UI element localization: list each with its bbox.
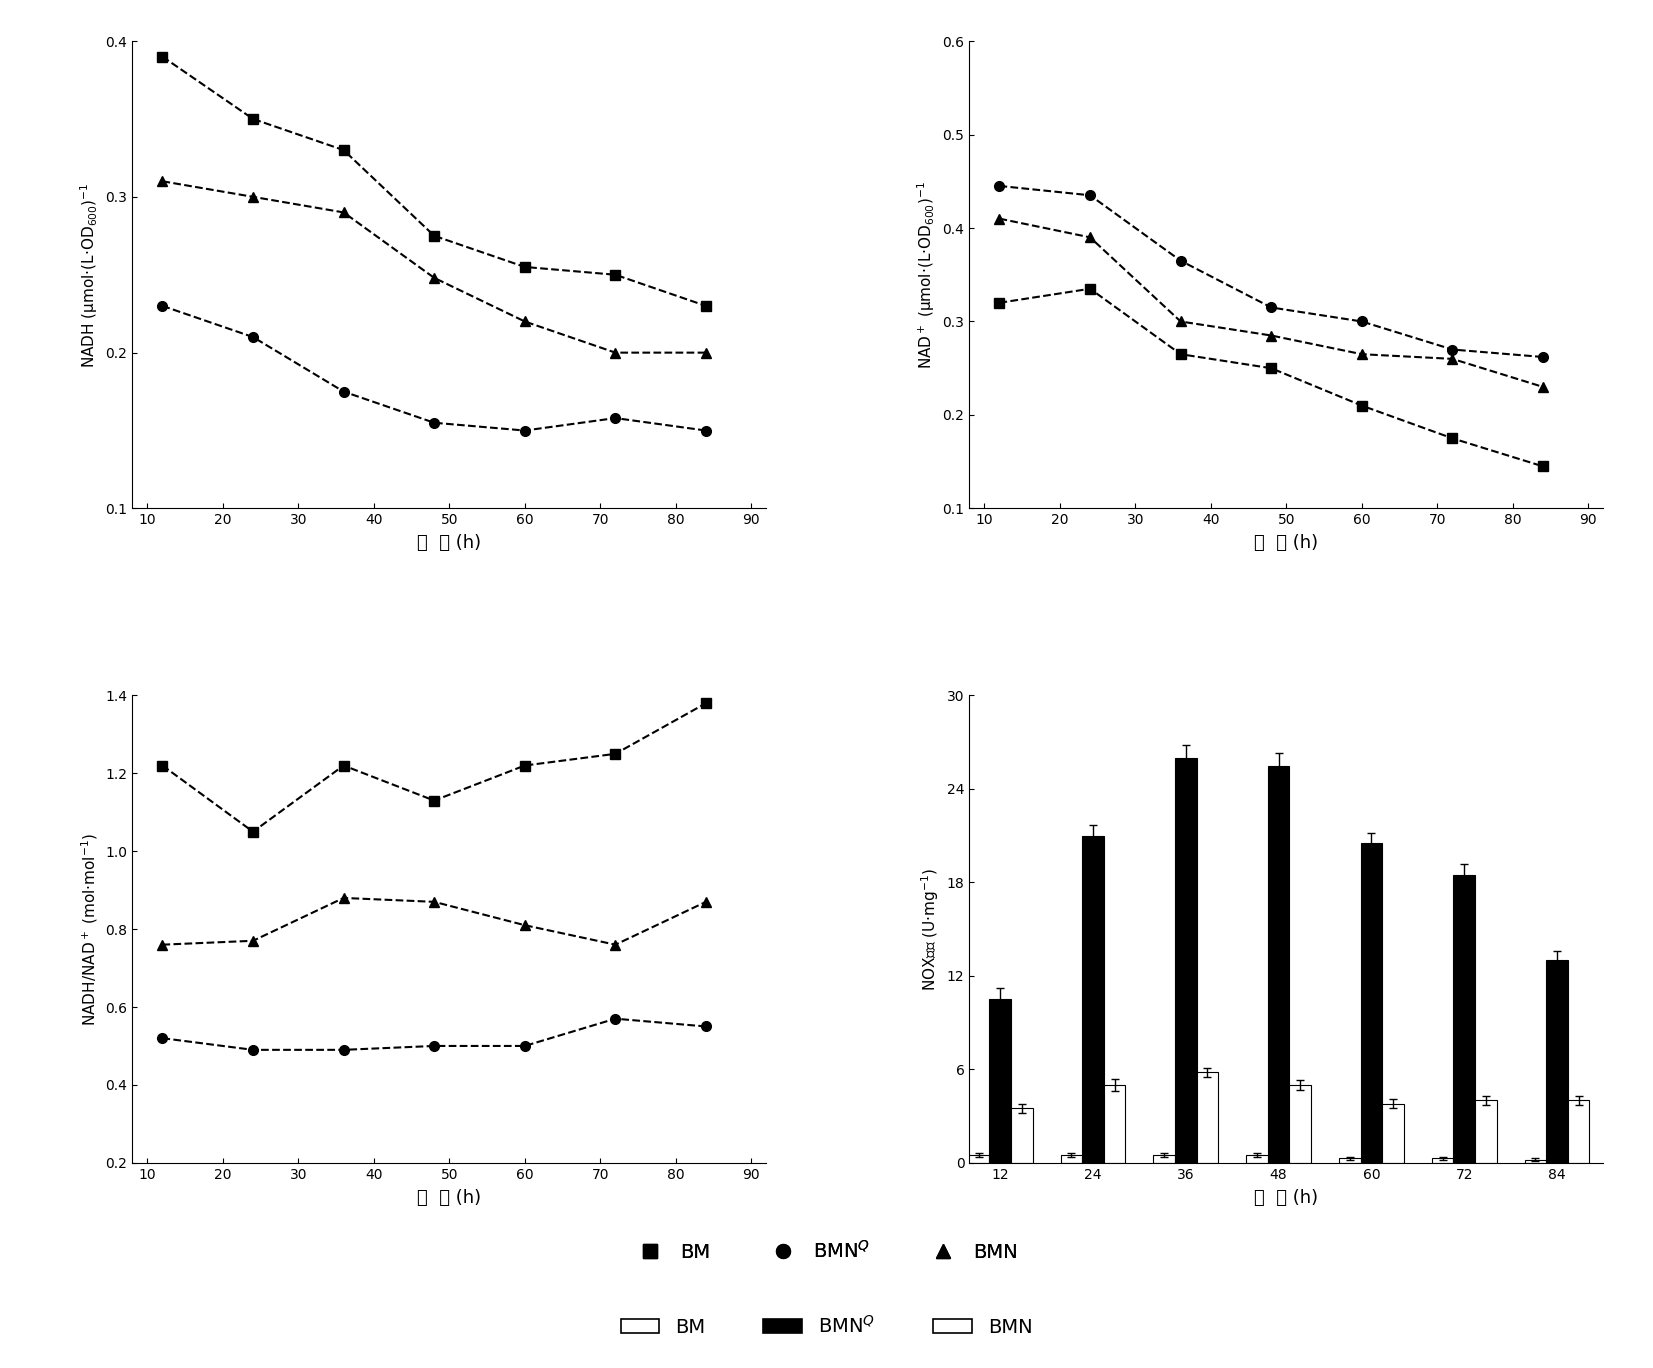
Bar — [1012, 1108, 1033, 1163]
Bar — [1474, 1100, 1496, 1163]
Y-axis label: NADH (μmol·(L·OD$_{600}$)$^{-1}$: NADH (μmol·(L·OD$_{600}$)$^{-1}$ — [78, 182, 99, 368]
Bar — [967, 1155, 990, 1163]
Bar — [1382, 1104, 1403, 1163]
Legend: BM, BMN$^Q$, BMN: BM, BMN$^Q$, BMN — [613, 1308, 1040, 1345]
X-axis label: 时  间 (h): 时 间 (h) — [417, 535, 481, 553]
Y-axis label: NOX酶活 (U·mg$^{-1}$): NOX酶活 (U·mg$^{-1}$) — [919, 867, 941, 990]
Bar — [1453, 874, 1474, 1163]
Bar — [990, 999, 1012, 1163]
Bar — [1154, 1155, 1175, 1163]
Bar — [1268, 766, 1289, 1163]
Bar — [1431, 1159, 1453, 1163]
Bar — [1246, 1155, 1268, 1163]
Bar — [1546, 960, 1567, 1163]
Bar — [1567, 1100, 1590, 1163]
Bar — [1061, 1155, 1083, 1163]
Bar — [1197, 1073, 1218, 1163]
Bar — [1339, 1159, 1360, 1163]
X-axis label: 时  间 (h): 时 间 (h) — [417, 1189, 481, 1207]
Y-axis label: NADH/NAD$^+$ (mol·mol$^{-1}$): NADH/NAD$^+$ (mol·mol$^{-1}$) — [79, 833, 99, 1026]
Bar — [1524, 1160, 1546, 1163]
X-axis label: 时  间 (h): 时 间 (h) — [1255, 535, 1319, 553]
Bar — [1360, 844, 1382, 1163]
Bar — [1104, 1085, 1126, 1163]
Y-axis label: NAD$^+$ (μmol·(L·OD$_{600}$)$^{-1}$: NAD$^+$ (μmol·(L·OD$_{600}$)$^{-1}$ — [916, 181, 937, 368]
Bar — [1083, 836, 1104, 1163]
Bar — [1289, 1085, 1311, 1163]
Legend: BM, BMN$^Q$, BMN: BM, BMN$^Q$, BMN — [628, 1233, 1025, 1270]
Bar — [1175, 758, 1197, 1163]
X-axis label: 时  间 (h): 时 间 (h) — [1255, 1189, 1319, 1207]
